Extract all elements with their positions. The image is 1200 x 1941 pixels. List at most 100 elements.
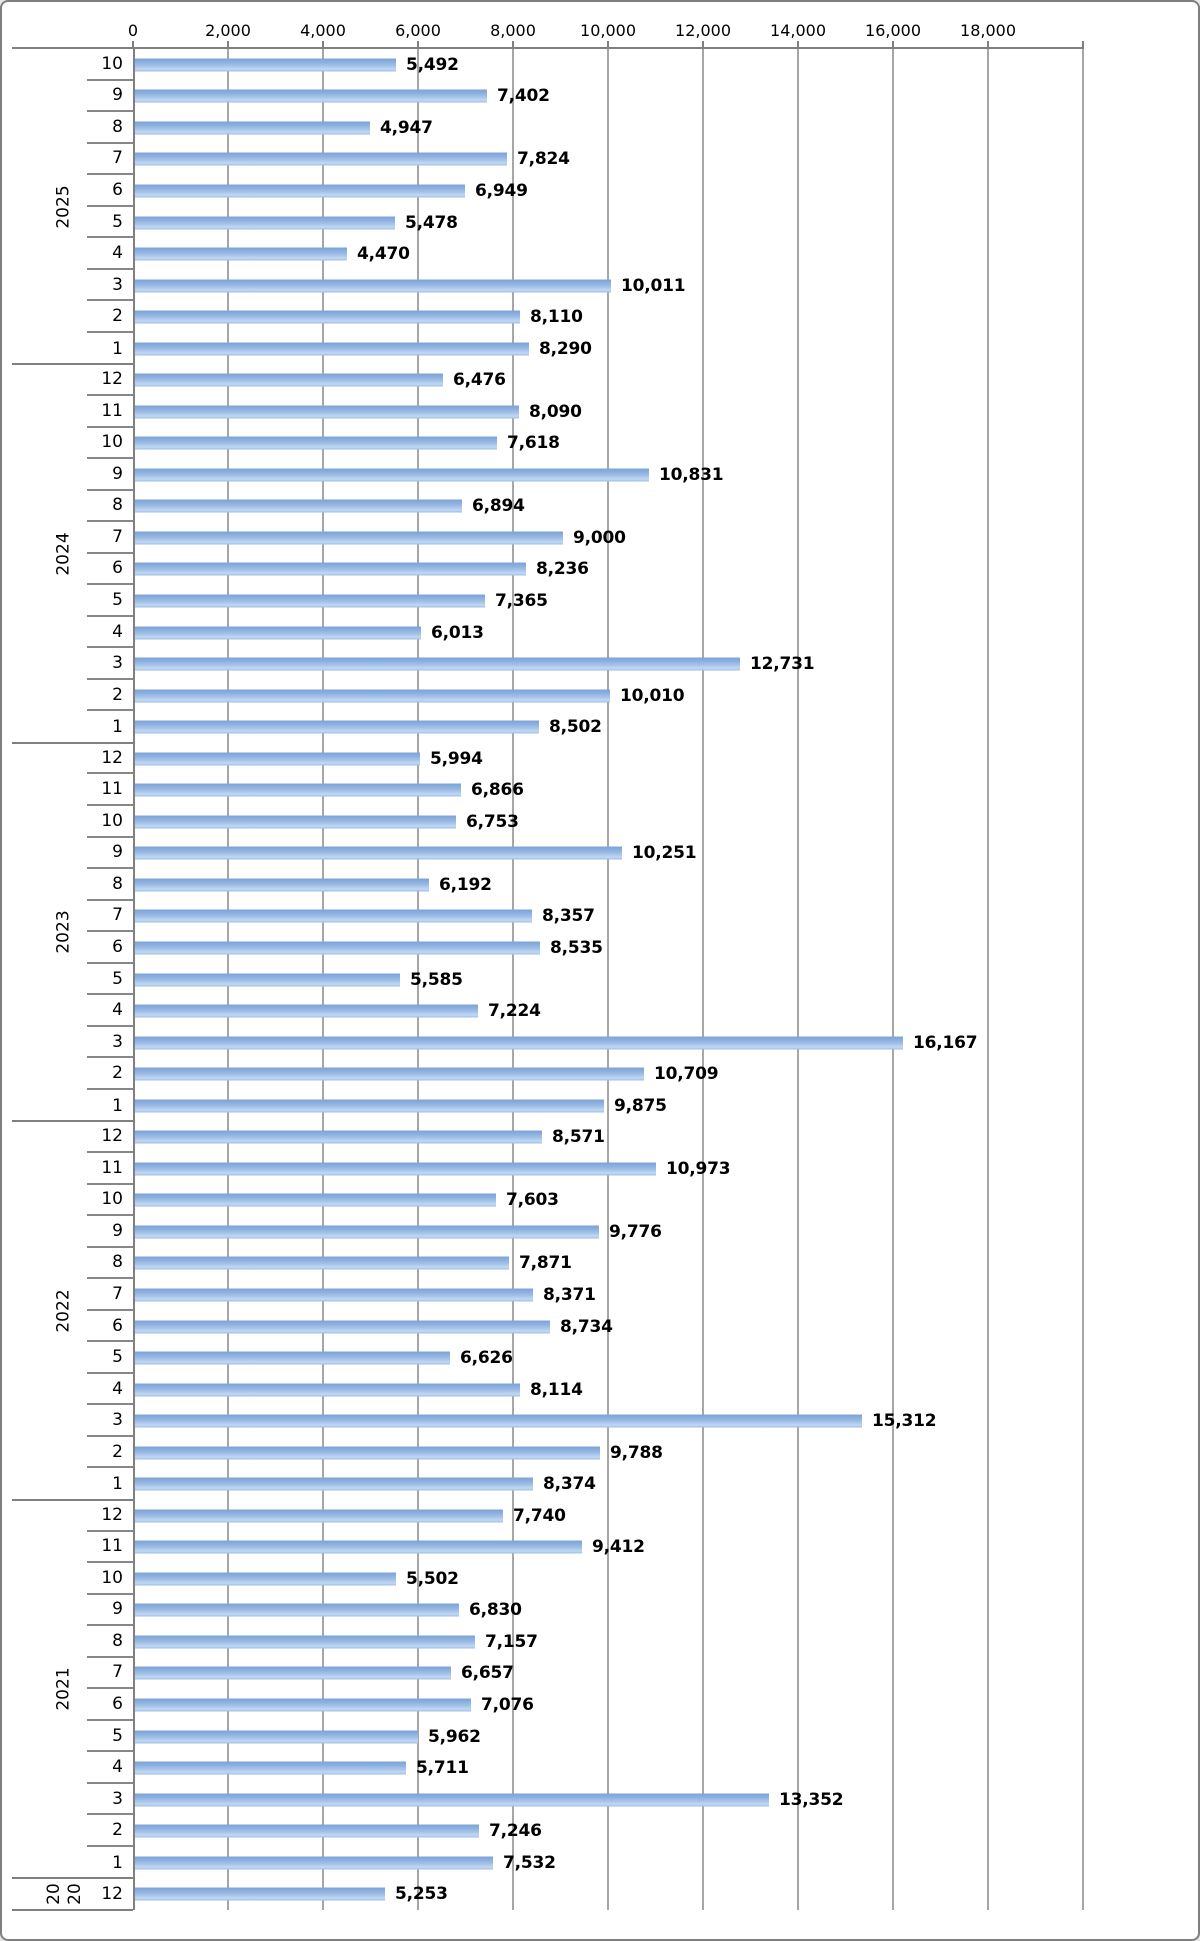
- bar-zone: 6,753: [133, 806, 1197, 838]
- bar: [135, 121, 370, 135]
- bar-value-label: 7,618: [507, 433, 560, 454]
- chart-row: 3 10,011: [12, 270, 1197, 302]
- bar: [135, 1414, 862, 1428]
- chart-row: 5 5,478: [12, 207, 1197, 239]
- chart-row: 1 8,502: [12, 711, 1197, 743]
- bar-zone: 10,709: [133, 1058, 1197, 1090]
- bar-value-label: 5,711: [416, 1758, 469, 1779]
- chart-row: 3 15,312: [12, 1405, 1197, 1437]
- chart-row: 6 6,949: [12, 175, 1197, 207]
- bar-zone: 7,076: [133, 1689, 1197, 1721]
- chart-row: 1 9,875: [12, 1090, 1197, 1122]
- chart-row: 2 9,788: [12, 1437, 1197, 1469]
- month-axis-label: 3: [87, 648, 133, 680]
- year-label-line: 20: [64, 1878, 85, 1910]
- bar-value-label: 10,010: [620, 685, 685, 706]
- chart-row: 8 6,894: [12, 491, 1197, 523]
- month-axis-label: 11: [87, 396, 133, 428]
- chart-row: 3 13,352: [12, 1784, 1197, 1816]
- bar: [135, 1225, 599, 1239]
- axis-tick: [322, 41, 324, 49]
- bar-value-label: 8,114: [530, 1379, 583, 1400]
- month-axis-label: 2: [87, 1058, 133, 1090]
- gridline: [702, 49, 704, 1910]
- bar-value-label: 9,000: [573, 527, 626, 548]
- axis-tick-label: 8,000: [490, 21, 536, 40]
- bar-value-label: 8,371: [543, 1284, 596, 1305]
- bar-value-label: 5,962: [428, 1726, 481, 1747]
- month-axis-label: 7: [87, 144, 133, 176]
- bar: [135, 58, 396, 72]
- bar: [135, 689, 610, 703]
- month-axis-label: 8: [87, 869, 133, 901]
- month-axis-label: 8: [87, 491, 133, 523]
- bar-zone: 7,871: [133, 1248, 1197, 1280]
- axis-tick: [607, 41, 609, 49]
- year-axis-label: 2021: [36, 1500, 92, 1879]
- month-axis-label: 8: [87, 1626, 133, 1658]
- bar-value-label: 6,830: [469, 1600, 522, 1621]
- bar-zone: 7,224: [133, 995, 1197, 1027]
- bar-value-label: 8,374: [543, 1474, 596, 1495]
- bar-value-label: 8,571: [552, 1127, 605, 1148]
- gridline: [607, 49, 609, 1910]
- bar-value-label: 16,167: [913, 1032, 978, 1053]
- axis-tick-label: 18,000: [960, 21, 1016, 40]
- year-label-text: 2024: [54, 532, 75, 576]
- axis-tick-label: 14,000: [770, 21, 826, 40]
- axis-tick-label: 16,000: [865, 21, 921, 40]
- bar-zone: 9,000: [133, 522, 1197, 554]
- month-axis-label: 6: [87, 1311, 133, 1343]
- month-axis-label: 9: [87, 459, 133, 491]
- bar-zone: 5,253: [133, 1878, 1197, 1910]
- bar-value-label: 7,076: [481, 1695, 534, 1716]
- gridline: [892, 49, 894, 1910]
- bar: [135, 279, 611, 293]
- year-label-text: 20: [64, 1883, 85, 1906]
- month-axis-label: 11: [87, 774, 133, 807]
- year-group: 2021 12 7,740 11 9,412 10 5,502 9 6,830 8 7,157 7 6,…: [12, 1500, 1197, 1879]
- bar: [135, 752, 420, 766]
- axis-tick-label: 0: [127, 21, 139, 40]
- month-axis-label: 5: [87, 964, 133, 996]
- axis-tick-label: 6,000: [395, 21, 441, 40]
- bar: [135, 1446, 600, 1460]
- chart-row: 4 8,114: [12, 1374, 1197, 1406]
- month-axis-label: 12: [87, 1500, 133, 1532]
- bar: [135, 1288, 533, 1302]
- month-axis-label: 10: [87, 428, 133, 460]
- chart-row: 6 7,076: [12, 1689, 1197, 1721]
- bar-zone: 7,740: [133, 1500, 1197, 1532]
- gridline: [797, 49, 799, 1910]
- year-axis-label: 2024: [36, 364, 92, 743]
- bar: [135, 562, 526, 576]
- chart-row: 2 10,709: [12, 1058, 1197, 1090]
- month-axis-label: 8: [87, 112, 133, 144]
- month-axis-label: 4: [87, 995, 133, 1027]
- month-axis-label: 6: [87, 932, 133, 964]
- bar-value-label: 7,871: [519, 1253, 572, 1274]
- chart-row: 1 8,374: [12, 1468, 1197, 1500]
- bar-value-label: 8,110: [530, 307, 583, 328]
- chart-row: 8 7,157: [12, 1626, 1197, 1658]
- axis-tick: [987, 41, 989, 49]
- chart-row: 10 7,618: [12, 428, 1197, 460]
- bar-value-label: 8,357: [542, 906, 595, 927]
- bar-value-label: 6,192: [439, 874, 492, 895]
- chart-row: 9 10,831: [12, 459, 1197, 491]
- month-axis-label: 4: [87, 1374, 133, 1406]
- bar-value-label: 10,709: [654, 1064, 719, 1085]
- bar: [135, 247, 347, 261]
- chart-row: 2 10,010: [12, 680, 1197, 712]
- bar: [135, 1698, 471, 1712]
- bar: [135, 973, 400, 987]
- bar-zone: 13,352: [133, 1784, 1197, 1816]
- bar: [135, 909, 532, 923]
- bar-zone: 7,246: [133, 1815, 1197, 1847]
- year-label-line: 2021: [54, 1500, 74, 1879]
- gridline: [417, 49, 419, 1910]
- chart-row: 9 10,251: [12, 838, 1197, 870]
- month-axis-label: 11: [87, 1532, 133, 1564]
- bar: [135, 152, 507, 166]
- bar-value-label: 10,011: [621, 275, 686, 296]
